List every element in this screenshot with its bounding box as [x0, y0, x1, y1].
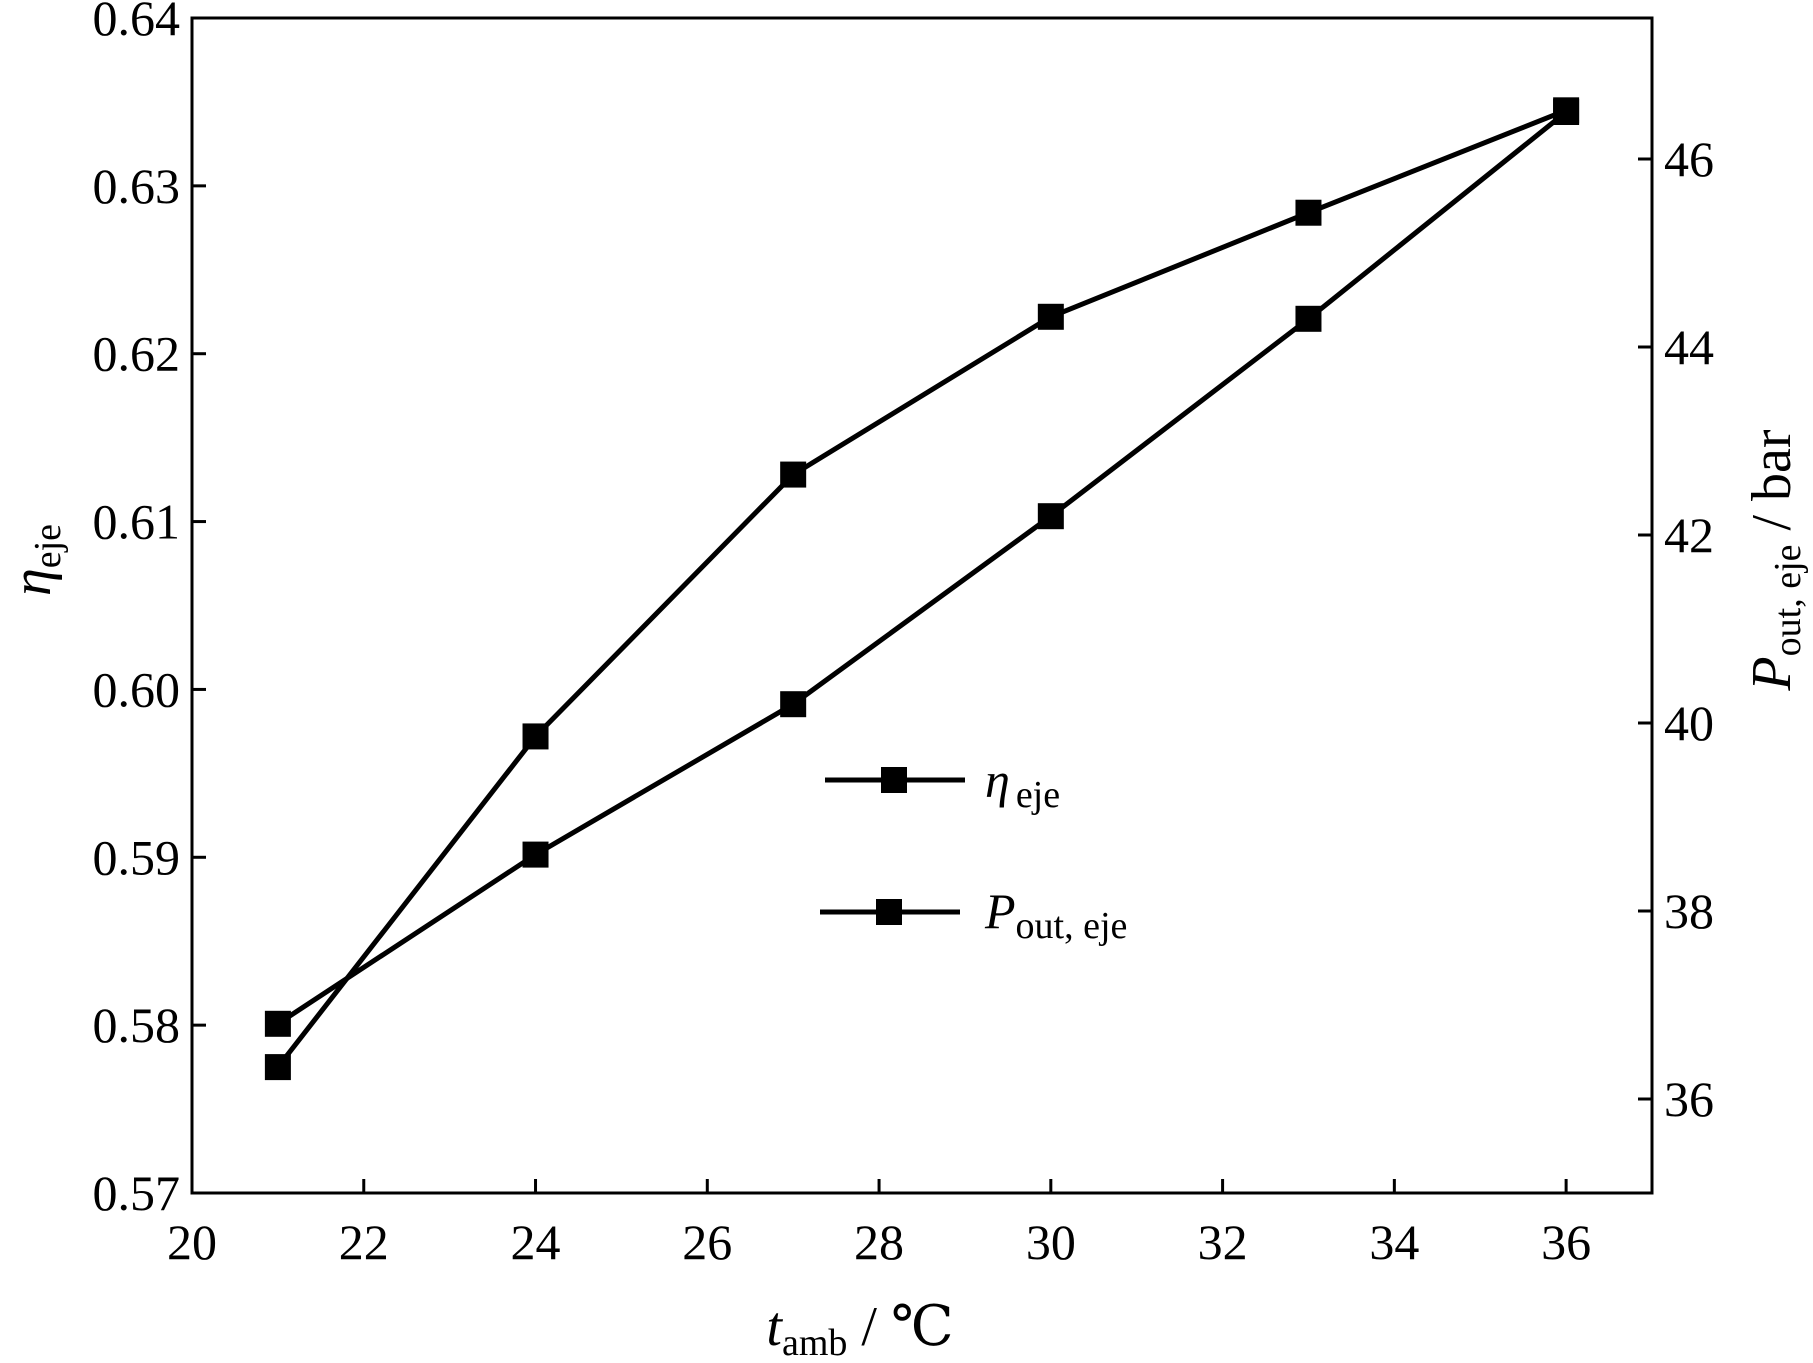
left-y-tick-label: 0.57	[93, 1165, 181, 1221]
x-tick-label: 26	[682, 1214, 732, 1270]
series-0-marker	[522, 723, 549, 750]
left-y-tick-label: 0.59	[93, 829, 181, 885]
x-tick-label: 32	[1198, 1214, 1248, 1270]
right-y-tick-label: 42	[1664, 507, 1714, 563]
left-y-tick-label: 0.58	[93, 997, 181, 1053]
legend-marker-eta	[881, 767, 907, 793]
legend: η eje Pout, eje	[820, 752, 1127, 947]
x-tick-label: 30	[1026, 1214, 1076, 1270]
x-axis-ticks: 20 22 24 26 28 30 32 34 36	[167, 1179, 1591, 1270]
right-y-tick-label: 46	[1664, 131, 1714, 187]
series-1-marker	[522, 841, 549, 868]
left-y-axis-ticks: 0.57 0.58 0.59 0.60 0.61 0.62 0.63 0.64	[93, 0, 206, 1221]
left-y-axis-title: ηeje	[1, 524, 69, 596]
left-y-tick-label: 0.60	[93, 661, 181, 717]
legend-label-eta: η eje	[985, 752, 1060, 816]
right-y-tick-label: 38	[1664, 883, 1714, 939]
left-y-tick-label: 0.62	[93, 326, 181, 382]
left-y-tick-label: 0.61	[93, 494, 181, 550]
series-0-marker	[1295, 199, 1322, 226]
x-tick-label: 34	[1369, 1214, 1419, 1270]
series-1-marker	[1037, 503, 1064, 530]
left-y-tick-label: 0.63	[93, 158, 181, 214]
legend-label-pout: Pout, eje	[984, 883, 1127, 947]
right-y-tick-label: 36	[1664, 1071, 1714, 1127]
x-tick-label: 24	[511, 1214, 561, 1270]
series-0-marker	[1037, 303, 1064, 330]
series-1-marker	[1295, 305, 1322, 332]
right-y-axis-ticks: 36 38 40 42 44 46	[1638, 131, 1714, 1127]
series-0-marker	[264, 1054, 291, 1081]
legend-entry-pout: Pout, eje	[820, 883, 1127, 947]
series-1-marker	[780, 691, 807, 718]
x-tick-label: 36	[1541, 1214, 1591, 1270]
x-tick-label: 20	[167, 1214, 217, 1270]
series-0-marker	[780, 461, 807, 488]
right-y-tick-label: 40	[1664, 695, 1714, 751]
legend-entry-eta: η eje	[825, 752, 1060, 816]
x-axis-title: tamb / ℃	[766, 1296, 953, 1363]
x-tick-label: 28	[854, 1214, 904, 1270]
series-line-0	[275, 107, 1568, 1069]
legend-marker-pout	[876, 899, 902, 925]
series-1-marker	[1553, 99, 1580, 125]
plot-frame	[190, 16, 1654, 1195]
left-y-tick-label: 0.64	[93, 0, 181, 46]
x-tick-label: 22	[339, 1214, 389, 1270]
right-y-axis-title: Pout, eje / bar	[1741, 429, 1809, 691]
series-1-marker	[264, 1010, 291, 1037]
right-y-tick-label: 44	[1664, 319, 1714, 375]
series-layer	[264, 97, 1580, 1081]
series-line-1	[276, 110, 1568, 1026]
